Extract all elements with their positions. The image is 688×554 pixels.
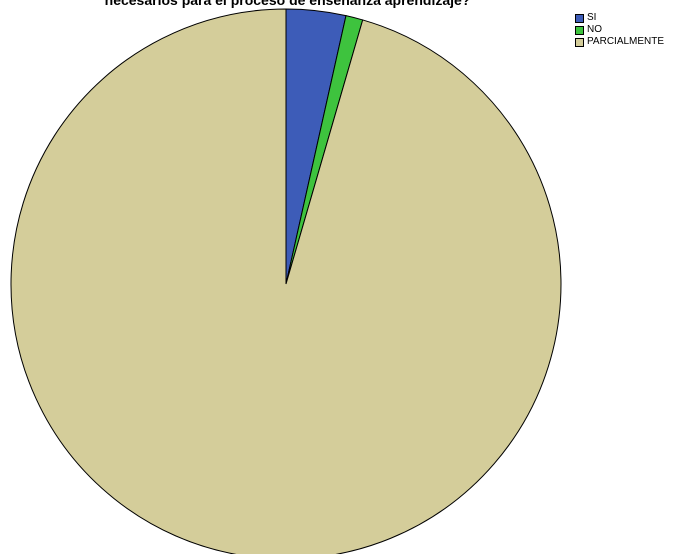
legend-swatch: [575, 25, 584, 35]
legend-swatch: [575, 37, 584, 47]
legend: SI NO PARCIALMENTE: [575, 12, 664, 48]
legend-swatch: [575, 13, 584, 23]
legend-item-parcialmente: PARCIALMENTE: [575, 36, 664, 48]
legend-item-no: NO: [575, 24, 664, 36]
legend-item-si: SI: [575, 12, 664, 24]
pie-slice-parcialmente: [10, 8, 562, 554]
legend-label: PARCIALMENTE: [587, 36, 665, 47]
legend-label: NO: [587, 24, 602, 35]
chart-title: necesarios para el proceso de enseñanza …: [104, 0, 471, 8]
legend-label: SI: [587, 12, 597, 23]
